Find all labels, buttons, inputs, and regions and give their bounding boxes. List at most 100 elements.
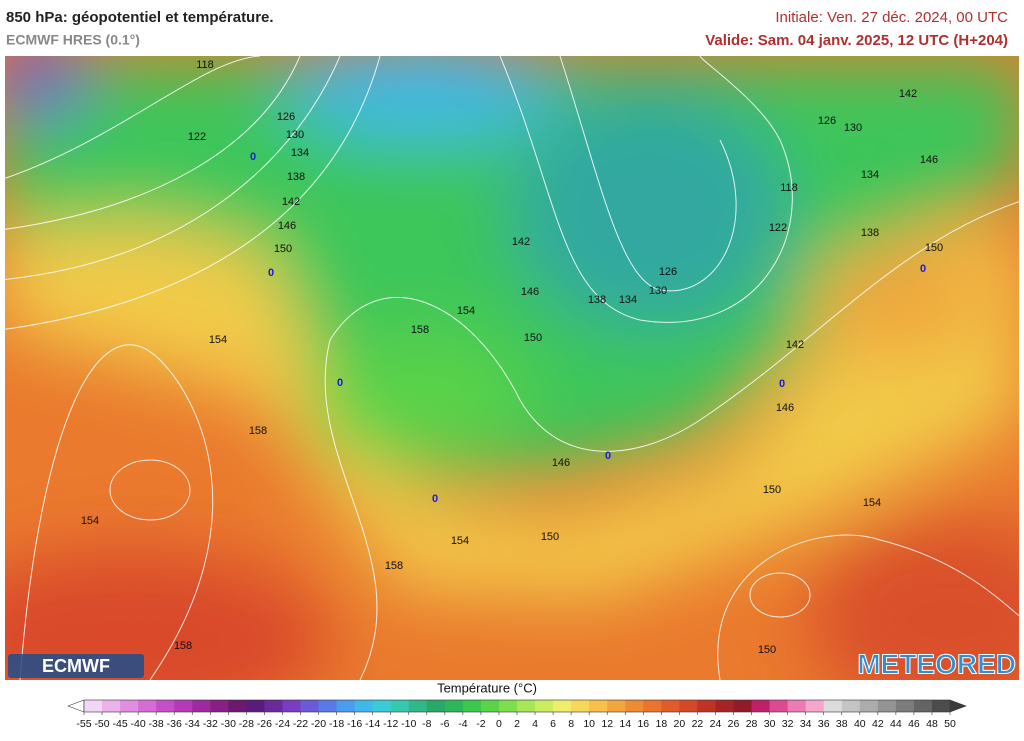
colorbar-segment xyxy=(390,700,410,712)
colorbar-segment xyxy=(805,700,825,712)
geopotential-label: 146 xyxy=(552,457,570,469)
geopotential-label: 126 xyxy=(659,266,677,278)
geopotential-label: 154 xyxy=(863,497,881,509)
colorbar-tick-label: 8 xyxy=(568,718,574,730)
geopotential-label: 134 xyxy=(619,294,637,306)
geopotential-label: 150 xyxy=(763,484,781,496)
colorbar-segment xyxy=(931,700,951,712)
colorbar-tick-label: 12 xyxy=(601,718,613,730)
temperature-label: 0 xyxy=(268,267,274,279)
colorbar-segment xyxy=(625,700,644,712)
colorbar-tick-label: 18 xyxy=(655,718,667,730)
title: 850 hPa: géopotentiel et température. xyxy=(6,9,274,26)
colorbar-segment xyxy=(751,700,770,712)
colorbar-tick-label: 28 xyxy=(746,718,758,730)
colorbar-tick-label: -8 xyxy=(422,718,431,730)
colorbar-extend-low xyxy=(67,699,85,713)
colorbar-tick-label: -12 xyxy=(383,718,398,730)
geopotential-label: 142 xyxy=(786,339,804,351)
colorbar-tick-label: 26 xyxy=(728,718,740,730)
geopotential-label: 126 xyxy=(277,111,295,123)
colorbar-tick-label: -14 xyxy=(365,718,380,730)
colorbar-segment xyxy=(282,700,301,712)
colorbar-segment xyxy=(553,700,572,712)
colorbar-segment xyxy=(571,700,590,712)
colorbar-segment xyxy=(643,700,662,712)
colorbar-segment xyxy=(336,700,356,712)
geopotential-label: 150 xyxy=(541,531,559,543)
colorbar-segment xyxy=(733,700,752,712)
geopotential-label: 158 xyxy=(174,640,192,652)
colorbar-segment xyxy=(480,700,500,712)
colorbar-tick-label: -50 xyxy=(94,718,109,730)
geopotential-label: 150 xyxy=(274,243,292,255)
colorbar-tick-label: -45 xyxy=(112,718,127,730)
colorbar-segment xyxy=(715,700,734,712)
colorbar-segment xyxy=(318,700,337,712)
logo-ecmwf: ECMWF xyxy=(8,654,144,678)
colorbar-segment xyxy=(498,700,518,712)
colorbar-segment xyxy=(174,700,193,712)
colorbar-segment xyxy=(84,700,103,712)
colorbar-tick-label: -26 xyxy=(257,718,272,730)
colorbar-tick-label: -34 xyxy=(185,718,200,730)
colorbar-tick-label: -40 xyxy=(131,718,146,730)
colorbar-segment xyxy=(841,700,861,712)
colorbar-segment xyxy=(589,700,608,712)
colorbar-tick-label: -55 xyxy=(76,718,91,730)
colorbar-tick-label: 2 xyxy=(514,718,520,730)
colorbar-tick-label: -22 xyxy=(293,718,308,730)
colorbar-tick-label: 24 xyxy=(710,718,722,730)
temperature-label: 0 xyxy=(920,263,926,275)
colorbar-segment xyxy=(607,700,626,712)
colorbar-segment xyxy=(462,700,482,712)
temperature-label: 0 xyxy=(779,378,785,390)
colorbar-segment xyxy=(228,700,247,712)
colorbar-tick-label: 16 xyxy=(637,718,649,730)
colorbar-segment xyxy=(535,700,554,712)
colorbar-segment xyxy=(913,700,933,712)
colorbar-tick-label: 50 xyxy=(944,718,956,730)
colorbar-tick-label: 42 xyxy=(872,718,884,730)
geopotential-label: 118 xyxy=(780,182,798,194)
colorbar-tick-label: 32 xyxy=(782,718,794,730)
colorbar-tick-label: 20 xyxy=(674,718,686,730)
colorbar-tick-label: -24 xyxy=(275,718,290,730)
colorbar-tick-label: 22 xyxy=(692,718,704,730)
colorbar-tick-label: -30 xyxy=(221,718,236,730)
colorbar-segment xyxy=(210,700,229,712)
temperature-label: 0 xyxy=(250,151,256,163)
geopotential-label: 154 xyxy=(451,535,469,547)
geopotential-label: 142 xyxy=(512,236,530,248)
colorbar-tick-label: 38 xyxy=(836,718,848,730)
geopotential-label: 146 xyxy=(278,220,296,232)
colorbar-tick-label: 6 xyxy=(550,718,556,730)
temperature-label: 0 xyxy=(605,450,611,462)
geopotential-label: 154 xyxy=(457,305,475,317)
colorbar-tick-label: 36 xyxy=(818,718,830,730)
temperature-label: 0 xyxy=(337,377,343,389)
colorbar-tick-label: -18 xyxy=(329,718,344,730)
geopotential-label: 154 xyxy=(209,334,227,346)
colorbar-segment xyxy=(679,700,698,712)
geopotential-label: 138 xyxy=(861,227,879,239)
colorbar-segment xyxy=(408,700,428,712)
colorbar-segment xyxy=(517,700,536,712)
initial-time: Initiale: Ven. 27 déc. 2024, 00 UTC xyxy=(775,9,1008,26)
colorbar-segment xyxy=(120,700,139,712)
colorbar-tick-label: 48 xyxy=(926,718,938,730)
colorbar-extend-high xyxy=(949,699,967,713)
geopotential-label: 158 xyxy=(249,425,267,437)
geopotential-label: 118 xyxy=(196,59,214,71)
logo-right: METEORED xyxy=(857,648,1016,679)
valid-time: Valide: Sam. 04 janv. 2025, 12 UTC (H+20… xyxy=(705,32,1008,49)
model: ECMWF HRES (0.1°) xyxy=(6,32,140,48)
logo-left: ECMWF xyxy=(42,656,110,676)
colorbar-tick-label: 46 xyxy=(908,718,920,730)
colorbar-segment xyxy=(372,700,392,712)
colorbar-segment xyxy=(697,700,716,712)
temperature-label: 0 xyxy=(432,493,438,505)
geopotential-label: 142 xyxy=(282,196,300,208)
colorbar: -55 -50 -45 -40 -38 -36 -34 -32 -30 -28 -26 -24 -22-… xyxy=(67,699,967,730)
